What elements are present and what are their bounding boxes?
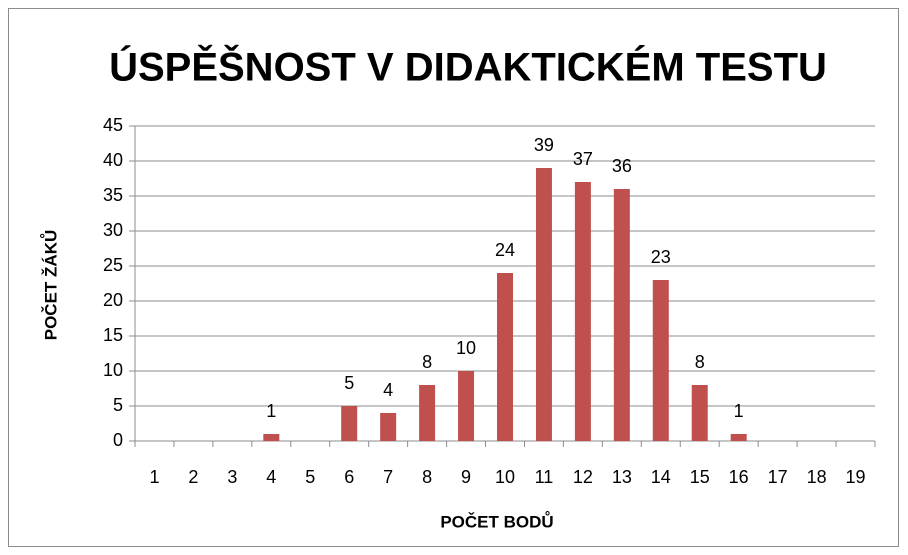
bar	[341, 406, 358, 441]
x-tick-label: 1	[149, 467, 159, 487]
x-axis-label: POČET BODŮ	[440, 511, 553, 531]
data-label: 8	[695, 352, 705, 372]
bar	[730, 434, 747, 441]
y-tick-label: 10	[103, 360, 123, 380]
x-tick-label: 17	[768, 467, 788, 487]
data-label: 24	[495, 240, 515, 260]
y-tick-label: 5	[113, 395, 123, 415]
x-tick-label: 2	[188, 467, 198, 487]
bar	[535, 168, 552, 441]
x-tick-label: 12	[573, 467, 593, 487]
bar	[497, 273, 513, 441]
bar	[574, 182, 591, 441]
y-tick-label: 20	[103, 290, 123, 310]
x-tick-label: 9	[461, 467, 471, 487]
bar	[691, 385, 708, 441]
x-tick-label: 19	[846, 467, 866, 487]
data-label: 36	[612, 156, 632, 176]
bar	[652, 280, 669, 441]
chart-border	[8, 8, 899, 547]
x-tick-label: 7	[383, 467, 393, 487]
y-axis-label: POČET ŽÁKŮ	[40, 230, 60, 341]
bar	[419, 385, 436, 441]
x-tick-label: 10	[495, 467, 515, 487]
bar	[458, 371, 475, 441]
y-tick-label: 0	[113, 430, 123, 450]
y-tick-label: 35	[103, 185, 123, 205]
x-tick-label: 11	[535, 467, 554, 487]
chart-title: ÚSPĚŠNOST V DIDAKTICKÉM TESTU	[109, 44, 827, 90]
x-tick-label: 5	[305, 467, 315, 487]
y-tick-label: 25	[103, 255, 123, 275]
x-tick-label: 18	[807, 467, 827, 487]
bar	[613, 189, 630, 441]
x-tick-label: 14	[651, 467, 671, 487]
bar	[263, 434, 280, 441]
data-label: 8	[422, 352, 432, 372]
y-tick-label: 30	[103, 220, 123, 240]
data-label: 23	[651, 247, 671, 267]
bar	[380, 413, 397, 441]
data-label: 5	[344, 373, 354, 393]
x-tick-label: 6	[344, 467, 354, 487]
x-tick-label: 15	[690, 467, 710, 487]
y-tick-label: 15	[103, 325, 123, 345]
data-label: 39	[534, 135, 554, 155]
data-label: 4	[383, 380, 393, 400]
data-label: 1	[266, 401, 276, 421]
x-tick-label: 4	[266, 467, 276, 487]
x-tick-label: 13	[612, 467, 632, 487]
y-tick-label: 45	[103, 115, 123, 135]
data-label: 37	[573, 149, 593, 169]
x-tick-label: 8	[422, 467, 432, 487]
y-tick-label: 40	[103, 150, 123, 170]
data-label: 1	[734, 401, 744, 421]
x-tick-label: 16	[729, 467, 749, 487]
x-tick-label: 3	[227, 467, 237, 487]
data-label: 10	[456, 338, 476, 358]
